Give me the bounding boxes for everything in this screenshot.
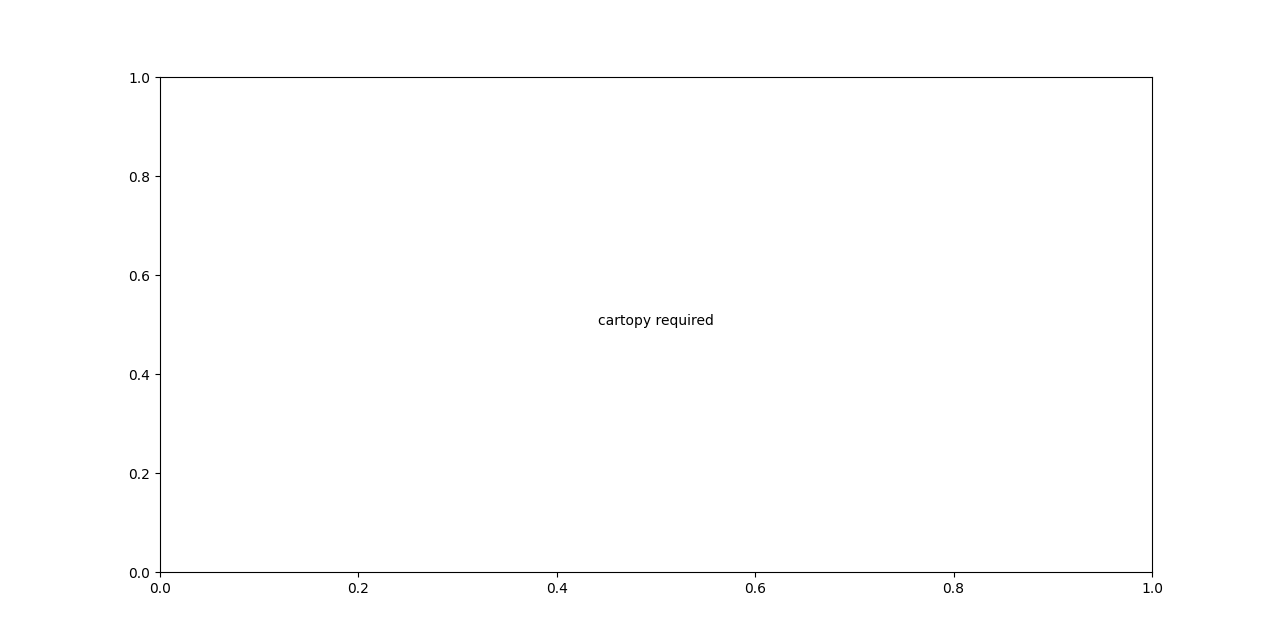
Text: cartopy required: cartopy required [598, 314, 714, 328]
